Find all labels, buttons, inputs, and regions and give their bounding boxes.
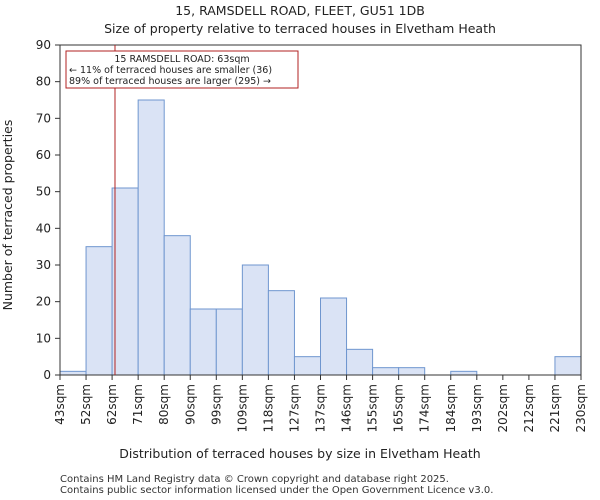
x-tick-label: 80sqm — [157, 384, 171, 425]
y-tick-label: 80 — [36, 75, 51, 89]
y-axis-label: Number of terraced properties — [0, 120, 15, 311]
bar-118sqm — [267, 290, 295, 376]
x-tick-label: 127sqm — [287, 384, 301, 432]
x-axis-ticks: 43sqm 52sqm 62sqm 71sqm 80sqm 90sqm 99sqm 109sq… — [53, 375, 588, 432]
chart-title-line1: 15, RAMSDELL ROAD, FLEET, GU51 1DB — [175, 3, 425, 18]
x-tick-label: 137sqm — [314, 384, 328, 432]
y-axis-ticks: 0 10 20 30 40 50 60 70 80 90 — [36, 38, 60, 382]
x-tick-label: 230sqm — [574, 384, 588, 432]
x-tick-label: 202sqm — [496, 384, 510, 432]
bars — [59, 99, 582, 376]
annotation-box: 15 RAMSDELL ROAD: 63sqm ← 11% of terrace… — [65, 50, 299, 89]
bar-165sqm — [398, 367, 426, 376]
y-tick-label: 40 — [36, 221, 51, 235]
bar-155sqm — [372, 367, 400, 376]
footer-line2: Contains public sector information licen… — [60, 485, 494, 496]
y-tick-label: 0 — [43, 368, 51, 382]
annotation-line1: 15 RAMSDELL ROAD: 63sqm — [114, 54, 249, 65]
x-tick-label: 43sqm — [53, 384, 67, 425]
y-tick-label: 60 — [36, 148, 51, 162]
x-tick-label: 155sqm — [366, 384, 380, 432]
y-tick-label: 20 — [36, 295, 51, 309]
x-tick-label: 52sqm — [79, 384, 93, 425]
x-axis-label: Distribution of terraced houses by size … — [119, 446, 480, 461]
x-tick-label: 118sqm — [261, 384, 275, 432]
x-tick-label: 90sqm — [183, 384, 197, 425]
x-tick-label: 62sqm — [105, 384, 119, 425]
bar-221sqm — [554, 356, 582, 376]
bar-184sqm — [450, 370, 478, 376]
x-tick-label: 221sqm — [548, 384, 562, 432]
bar-52sqm — [85, 246, 113, 376]
bar-71sqm — [137, 99, 165, 376]
x-tick-label: 99sqm — [209, 384, 223, 425]
y-tick-label: 90 — [36, 38, 51, 52]
annotation-line3: 89% of terraced houses are larger (295) … — [69, 76, 271, 87]
bar-62sqm — [111, 187, 139, 376]
x-tick-label: 184sqm — [444, 384, 458, 432]
chart-title-line2: Size of property relative to terraced ho… — [104, 21, 496, 36]
bar-80sqm — [163, 235, 191, 376]
x-tick-label: 212sqm — [522, 384, 536, 432]
bar-43sqm — [59, 370, 87, 376]
y-tick-label: 30 — [36, 258, 51, 272]
x-tick-label: 174sqm — [418, 384, 432, 432]
bar-90sqm — [189, 308, 217, 376]
x-tick-label: 71sqm — [131, 384, 145, 425]
x-tick-label: 146sqm — [340, 384, 354, 432]
x-tick-label: 165sqm — [392, 384, 406, 432]
annotation-line2: ← 11% of terraced houses are smaller (36… — [69, 65, 272, 76]
x-tick-label: 193sqm — [470, 384, 484, 432]
y-tick-label: 10 — [36, 331, 51, 345]
x-tick-label: 109sqm — [235, 384, 249, 432]
y-tick-label: 70 — [36, 111, 51, 125]
bar-137sqm — [320, 297, 348, 376]
bar-99sqm — [215, 308, 243, 376]
y-tick-label: 50 — [36, 185, 51, 199]
annotation-rect — [65, 50, 299, 89]
bar-127sqm — [293, 356, 322, 376]
bar-109sqm — [241, 264, 269, 376]
bar-146sqm — [346, 348, 374, 376]
footer-line1: Contains HM Land Registry data © Crown c… — [60, 474, 449, 485]
